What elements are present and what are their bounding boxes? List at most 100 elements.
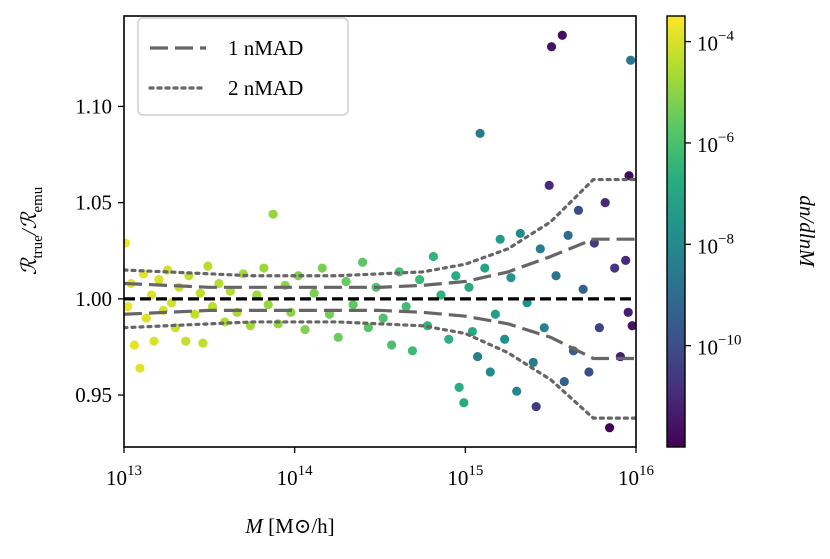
y-label-part: ℛ [17,257,41,275]
tick-label-exp: 15 [468,463,483,479]
y-label-part: emu [30,186,46,212]
data-point [181,336,191,346]
nmad-line [124,320,636,420]
data-point [621,255,631,265]
data-point [627,321,636,331]
data-point [578,284,588,294]
data-point [154,275,164,285]
data-point [415,275,425,285]
data-point [357,257,368,267]
tick-label: 1014 [277,463,314,490]
data-point [341,276,351,287]
data-point [573,205,584,215]
plot-frame [123,15,637,448]
data-point [464,282,474,292]
data-point [604,423,615,433]
data-point [559,376,569,387]
tick-label-base: 10 [106,466,127,490]
data-point [557,30,567,40]
tick-label-base: 10 [697,32,718,56]
tick-label-exp: −4 [718,29,734,45]
data-point [610,263,620,273]
legend-frame [137,17,349,116]
tick-label: 10−8 [697,231,734,258]
data-point [149,336,159,346]
data-point [124,238,131,248]
data-point [475,128,485,138]
y-tick-label: 1.05 [75,191,112,215]
legend: 1 nMAD 2 nMAD [137,17,349,116]
tick-label-exp: −6 [718,130,734,146]
y-tick-label: 1.10 [75,94,112,118]
data-point [506,273,516,283]
data-point [300,325,310,335]
data-point [190,309,200,319]
tick-label-exp: 16 [639,463,655,479]
data-point [490,309,500,319]
data-point [309,288,319,298]
plot-area [124,30,636,433]
data-point [428,251,439,262]
data-point [135,363,145,373]
data-point [563,230,573,240]
data-point [528,357,538,367]
data-point [451,271,461,281]
data-point [473,351,483,362]
tick-label: 1016 [618,463,655,490]
tick-label-exp: −8 [718,231,734,247]
data-point [515,228,525,239]
legend-label: 1 nMAD [228,36,303,60]
data-point [387,340,397,350]
data-point [539,323,549,333]
nmad-line [124,237,636,289]
data-point [348,300,358,310]
tick-label: 10−4 [697,29,734,56]
data-point [378,313,388,323]
data-point [544,180,554,190]
y-label-part: true [30,235,46,259]
tick-label-base: 10 [697,234,718,258]
data-point [480,263,490,273]
data-point [454,382,464,392]
data-point [535,244,545,254]
data-point [485,367,495,377]
tick-label-exp: −10 [718,333,741,349]
tick-label: 10−10 [697,333,741,360]
data-point [333,332,343,342]
data-point [623,307,633,317]
y-label-part: /ℛ [17,211,41,236]
data-point [268,209,278,219]
y-tick-label: 1.00 [75,287,112,311]
data-point [363,323,373,333]
tick-label-base: 10 [697,336,718,360]
colorbar [666,15,686,448]
legend-label: 2 nMAD [228,76,303,100]
tick-label-base: 10 [618,466,639,490]
y-axis-label: ℛtrue/ℛemu [17,186,46,275]
y-tick-label: 0.95 [75,383,112,407]
x-label-unit: [M⊙/h] [268,514,335,538]
data-point [407,346,418,356]
data-point [495,234,505,244]
tick-label-base: 10 [277,466,298,490]
data-point [584,367,594,377]
tick-label-exp: 14 [298,463,314,479]
tick-label: 10−6 [697,130,734,157]
colorbar-label: dn/dlnM [795,195,819,268]
data-point [259,263,269,273]
data-point [444,334,454,344]
x-axis-label: M [M⊙/h] [244,514,334,538]
data-point [195,288,205,298]
tick-label-base: 10 [447,466,468,490]
data-point [263,300,273,310]
data-point [467,326,477,337]
data-point [500,334,510,344]
data-point [600,198,610,208]
data-point [401,301,411,312]
tick-label: 1013 [106,463,142,490]
data-point [459,398,469,408]
data-point [141,313,151,323]
data-point [594,323,604,333]
data-point [124,301,133,312]
